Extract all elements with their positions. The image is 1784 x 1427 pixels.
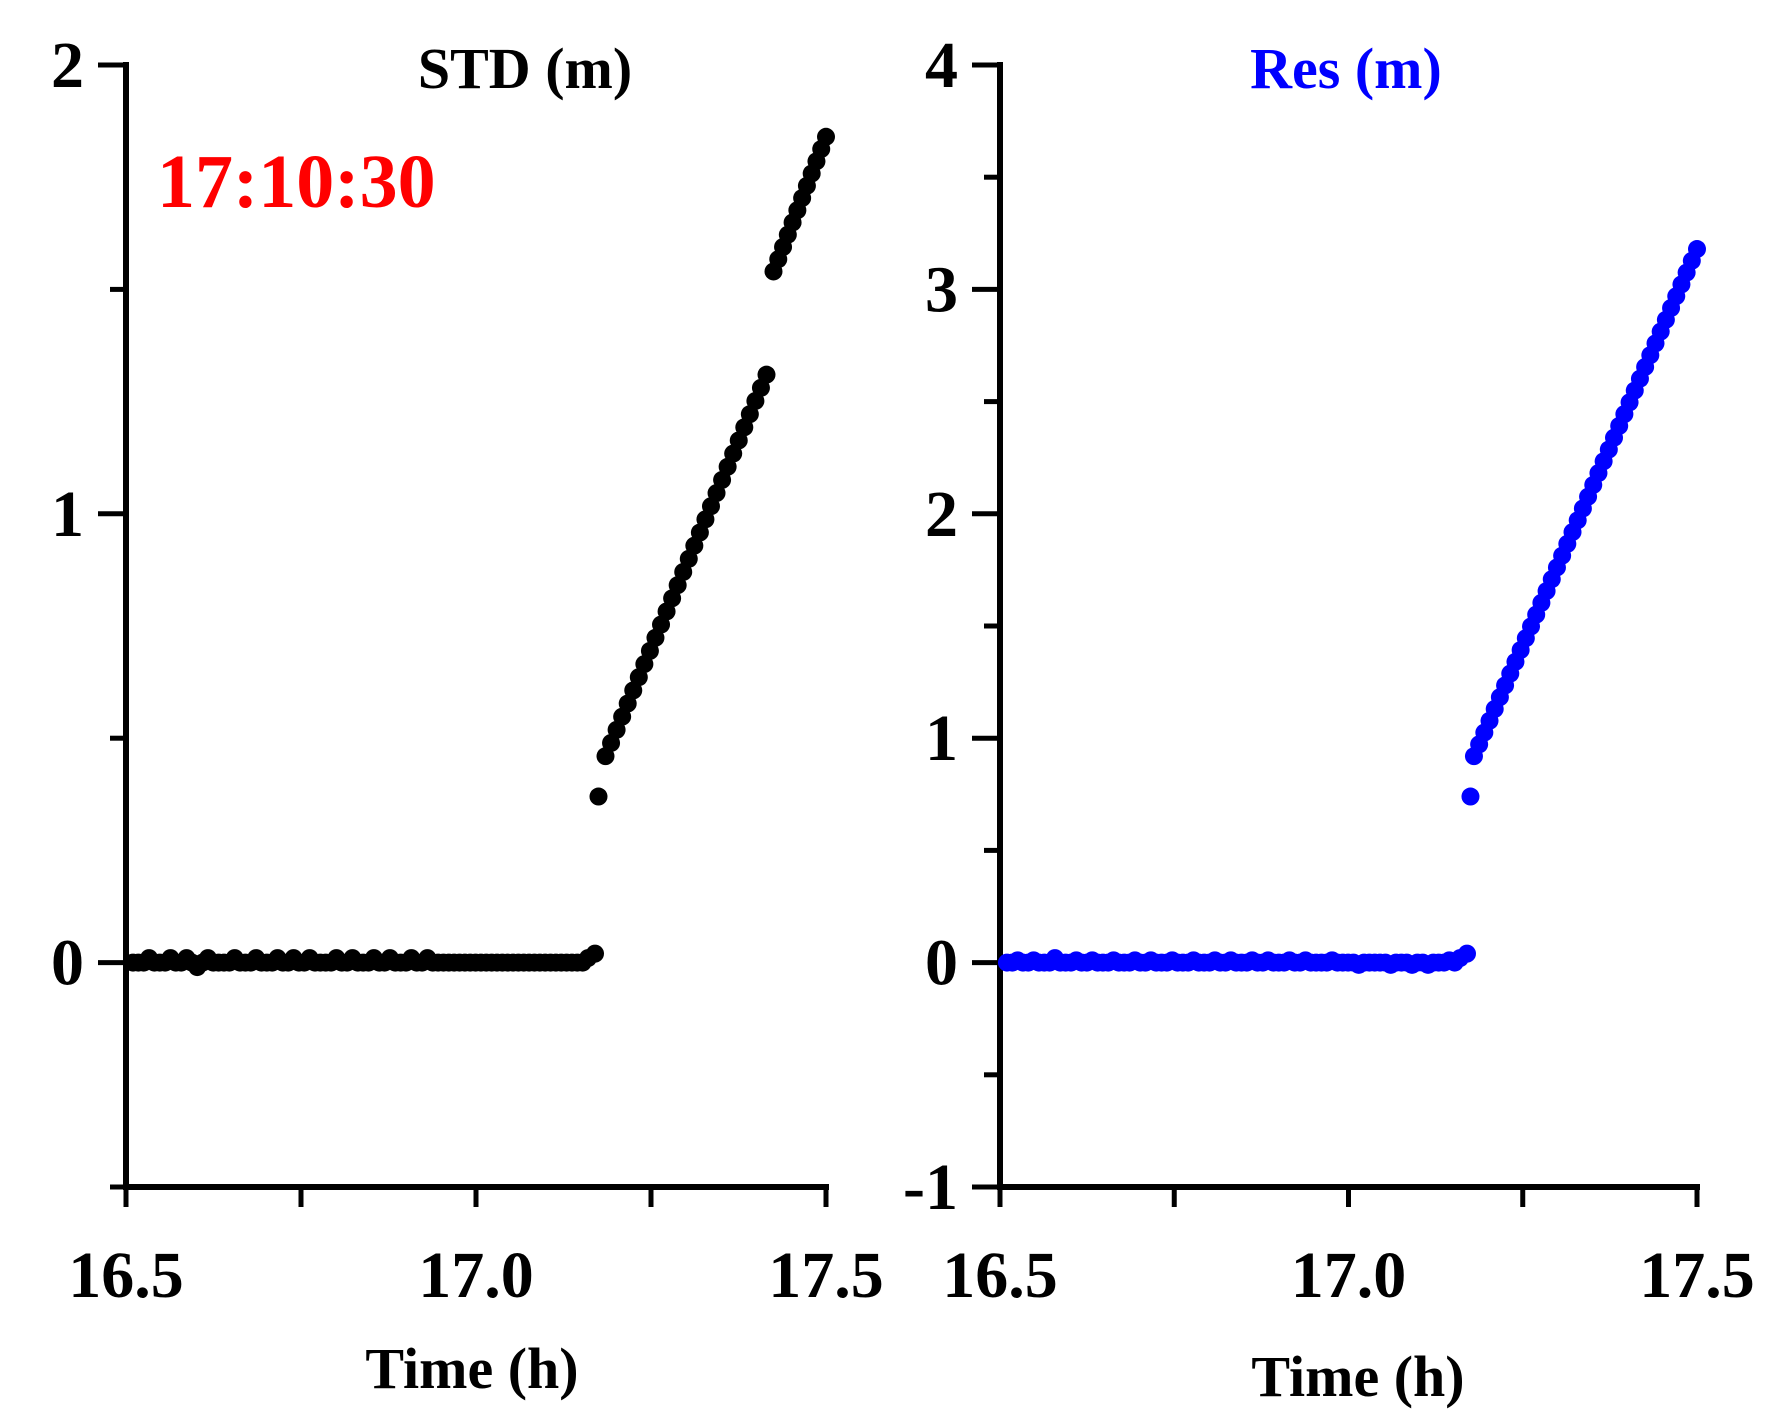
res-data-point [1461, 787, 1480, 806]
std-y-tick-label: 0 [51, 927, 84, 1000]
res-chart-title: Res (m) [1250, 36, 1442, 101]
std-chart-panel: 0 1 2 16.5 17.0 17.5 STD (m) Time (h) [51, 29, 884, 1401]
res-y-tick-label: 4 [925, 29, 958, 102]
res-data-point [1688, 240, 1706, 259]
res-chart-panel: -1 0 1 2 3 4 16.5 17.0 17.5 Res (m) Time (h) [903, 29, 1755, 1409]
res-y-tick-label: -1 [903, 1151, 958, 1224]
std-chart-title: STD (m) [418, 36, 632, 101]
res-y-tick-label: 1 [925, 702, 958, 775]
std-data-point [586, 944, 604, 963]
std-x-tick-label: 16.5 [68, 1239, 184, 1312]
std-data-point [817, 127, 835, 146]
std-data-point [757, 365, 776, 384]
res-x-axis-title: Time (h) [1251, 1344, 1464, 1409]
res-data-point [1457, 944, 1476, 963]
std-y-tick-label: 1 [51, 478, 84, 551]
time-annotation: 17:10:30 [157, 140, 436, 224]
res-y-tick-label: 0 [925, 927, 958, 1000]
res-y-tick-label: 2 [925, 478, 958, 551]
res-x-tick-label: 17.5 [1639, 1239, 1755, 1312]
std-x-tick-label: 17.5 [768, 1239, 884, 1312]
std-data-points [124, 127, 835, 977]
std-y-tick-label: 2 [51, 29, 84, 102]
std-data-point [589, 787, 608, 806]
res-data-points [997, 240, 1706, 974]
std-x-tick-label: 17.0 [418, 1239, 534, 1312]
res-x-tick-label: 16.5 [942, 1239, 1058, 1312]
res-y-tick-label: 3 [925, 253, 958, 326]
std-x-axis-title: Time (h) [365, 1336, 578, 1401]
res-x-tick-label: 17.0 [1291, 1239, 1407, 1312]
